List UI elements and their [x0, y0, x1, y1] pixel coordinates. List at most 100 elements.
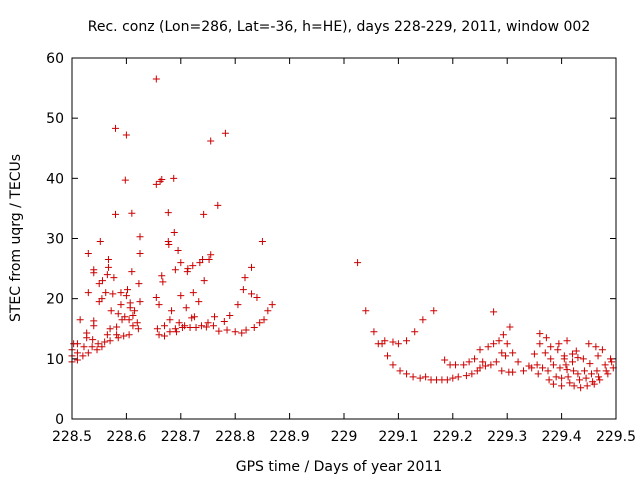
data-point [604, 370, 612, 378]
data-point [80, 343, 88, 351]
data-point [560, 355, 568, 363]
data-point [174, 247, 182, 255]
data-point [468, 370, 476, 378]
data-point [403, 337, 411, 345]
x-axis-label: GPS time / Days of year 2011 [236, 459, 443, 475]
data-point [556, 364, 564, 372]
data-point [84, 289, 92, 297]
data-point [186, 324, 194, 332]
data-point [110, 274, 118, 282]
data-point [106, 337, 114, 345]
data-point [574, 370, 582, 378]
data-point [534, 370, 542, 378]
data-point [177, 259, 185, 267]
data-point [441, 356, 449, 364]
data-point [452, 361, 460, 369]
data-point [465, 358, 473, 366]
data-point [200, 210, 208, 218]
data-point [536, 340, 544, 348]
data-point [592, 343, 600, 351]
data-point [189, 289, 197, 297]
y-tick-label: 30 [46, 232, 64, 248]
data-point [268, 301, 276, 309]
data-point [134, 325, 142, 333]
data-point [258, 238, 266, 246]
data-point [389, 338, 397, 346]
data-point [568, 350, 576, 358]
data-point [479, 358, 487, 366]
data-point [506, 323, 514, 331]
data-point [536, 330, 544, 338]
data-point [562, 361, 570, 369]
data-point [498, 367, 506, 375]
data-point [242, 326, 250, 334]
data-point [181, 322, 189, 330]
data-point [76, 316, 84, 324]
data-point [256, 319, 264, 327]
data-point [542, 334, 550, 342]
data-point [572, 347, 580, 355]
data-point [192, 324, 200, 332]
data-point [109, 290, 117, 298]
data-point [215, 327, 223, 335]
data-point [582, 374, 590, 382]
data-point [549, 380, 557, 388]
data-point [182, 304, 190, 312]
data-point [594, 352, 602, 360]
data-point [498, 349, 506, 357]
data-point [89, 336, 97, 344]
x-tick-label: 229.4 [542, 429, 582, 445]
data-point [170, 228, 178, 236]
x-tick-label: 229.1 [378, 429, 418, 445]
data-point [563, 337, 571, 345]
data-point [136, 233, 144, 241]
data-point [541, 349, 549, 357]
data-point [171, 325, 179, 333]
data-point [200, 277, 208, 285]
data-point [514, 358, 522, 366]
data-point [509, 368, 517, 376]
data-point [84, 349, 92, 357]
data-point [223, 326, 231, 334]
data-point [117, 289, 125, 297]
data-point [207, 251, 215, 259]
data-point [530, 350, 538, 358]
data-point [558, 374, 566, 382]
data-point [381, 337, 389, 345]
data-point [183, 268, 191, 276]
data-point [608, 358, 616, 366]
x-tick-label: 229.2 [433, 429, 473, 445]
data-point [156, 177, 164, 185]
data-point [73, 349, 81, 357]
data-point [585, 340, 593, 348]
data-point [205, 256, 213, 264]
data-point [554, 346, 562, 354]
y-tick-label: 0 [55, 412, 64, 428]
data-point [394, 340, 402, 348]
data-point [568, 358, 576, 366]
data-point [354, 259, 362, 267]
data-point [175, 319, 183, 327]
data-point [98, 277, 106, 285]
data-point [490, 340, 498, 348]
data-point [155, 301, 163, 309]
data-point [580, 367, 588, 375]
data-point [241, 274, 249, 282]
data-point [112, 210, 120, 218]
data-point [226, 312, 234, 320]
data-point [159, 278, 167, 286]
data-point [199, 256, 207, 264]
data-point [566, 379, 574, 387]
data-point [601, 361, 609, 369]
data-point [88, 343, 96, 351]
data-point [396, 367, 404, 375]
data-point [120, 332, 128, 340]
data-point [250, 324, 258, 332]
data-point [125, 331, 133, 339]
data-point [499, 331, 507, 339]
data-point [204, 319, 212, 327]
data-point [577, 384, 585, 392]
y-tick-label: 40 [46, 171, 64, 187]
y-axis-label: STEC from uqrg / TECUs [8, 154, 24, 322]
